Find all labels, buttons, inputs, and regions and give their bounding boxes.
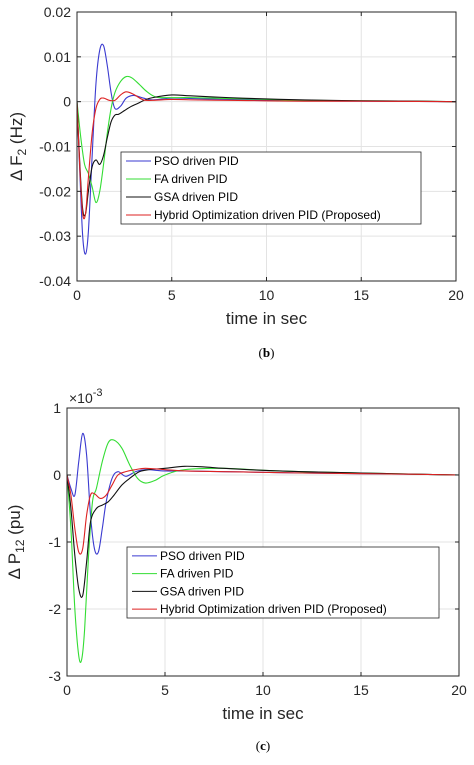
panel-0-legend-label-2: GSA driven PID <box>154 190 238 204</box>
panel-1-xtick-label-2: 10 <box>255 682 271 698</box>
panel-0-xtick-label-2: 10 <box>259 287 275 303</box>
panel-1-panel-caption: (c) <box>256 738 270 753</box>
panel-1-xtick-label-1: 5 <box>161 682 169 698</box>
panel-1-panel-caption-open: ( <box>256 738 260 753</box>
panel-0-ytick-label-2: -0.02 <box>39 183 71 199</box>
panel-0-panel-caption-open: ( <box>259 345 263 360</box>
panel-1-ytick-label-3: 0 <box>53 467 61 483</box>
chart-panel-b: 0 5 10 15 20 -0.04 -0.03 -0.02 -0.01 0 0.01 0.02 tim… <box>7 4 464 360</box>
panel-0-panel-caption-letter: b <box>263 345 270 360</box>
panel-0-series-line-3 <box>77 91 456 220</box>
panel-0-ytick-label-0: -0.04 <box>39 273 71 289</box>
panel-0-y-axis-label-unit: (Hz) <box>7 112 26 149</box>
panel-0-xtick-label-1: 5 <box>168 287 176 303</box>
panel-1-legend-label-2: GSA driven PID <box>160 584 244 598</box>
panel-1-y-axis-label-sub: 12 <box>13 539 27 553</box>
panel-0-ytick-label-6: 0.02 <box>44 4 71 20</box>
panel-1-y-axis-label-main: Δ P <box>5 553 24 579</box>
panel-1-legend-label-1: FA driven PID <box>160 567 234 581</box>
panel-1-xtick-label-0: 0 <box>63 682 71 698</box>
panel-0-panel-caption: (b) <box>259 345 275 360</box>
panel-0-y-axis-label-main: Δ F <box>7 155 26 181</box>
panel-1-y-axis-label: Δ P12 (pu) <box>5 505 27 580</box>
panel-0-legend-label-3: Hybrid Optimization driven PID (Proposed… <box>154 208 381 222</box>
panel-0-ytick-label-5: 0.01 <box>44 49 71 65</box>
panel-1-panel-caption-close: ) <box>266 738 270 753</box>
panel-1-xtick-label-4: 20 <box>451 682 467 698</box>
panel-1-legend-label-3: Hybrid Optimization driven PID (Proposed… <box>160 602 387 616</box>
panel-1-series-group <box>67 432 459 663</box>
panel-1-ytick-label-1: -2 <box>49 601 62 617</box>
panel-1-scale-factor: ×10-3 <box>69 387 103 406</box>
panel-1-legend-box <box>126 546 440 619</box>
panel-0-ytick-label-4: 0 <box>63 94 71 110</box>
panel-0-y-axis-label-sub: 2 <box>15 148 29 155</box>
panel-0-x-axis-label: time in sec <box>226 309 308 328</box>
panel-0-legend-box <box>120 151 422 225</box>
panel-0-series-group <box>77 43 456 255</box>
panel-1-y-axis-label-unit: (pu) <box>5 505 24 540</box>
panel-1-panel-caption-letter: c <box>260 738 266 753</box>
panel-0-series-line-2 <box>77 94 456 217</box>
panel-1-ytick-label-2: -1 <box>49 534 62 550</box>
panel-0-legend-label-1: FA driven PID <box>154 172 228 186</box>
panel-1-scale-exp: -3 <box>93 387 103 399</box>
panel-1-ytick-label-4: 1 <box>53 400 61 416</box>
panel-0-ytick-label-3: -0.01 <box>39 139 71 155</box>
panel-0-legend-label-0: PSO driven PID <box>154 154 239 168</box>
panel-0-xtick-label-3: 15 <box>353 287 369 303</box>
panel-1-scale-main: ×10 <box>69 390 93 406</box>
panel-1-series-line-3 <box>67 467 459 555</box>
panel-1-xtick-label-3: 15 <box>353 682 369 698</box>
panel-0-xtick-label-4: 20 <box>448 287 464 303</box>
panel-0-panel-caption-close: ) <box>270 345 274 360</box>
panel-0-ytick-label-1: -0.03 <box>39 228 71 244</box>
panel-0-y-axis-label: Δ F2 (Hz) <box>7 112 29 181</box>
panel-1-legend-label-0: PSO driven PID <box>160 549 245 563</box>
panel-0-xtick-label-0: 0 <box>73 287 81 303</box>
panel-1-x-axis-label: time in sec <box>222 704 304 723</box>
panel-1-ytick-label-0: -3 <box>49 668 62 684</box>
panel-1-series-line-2 <box>67 465 459 598</box>
